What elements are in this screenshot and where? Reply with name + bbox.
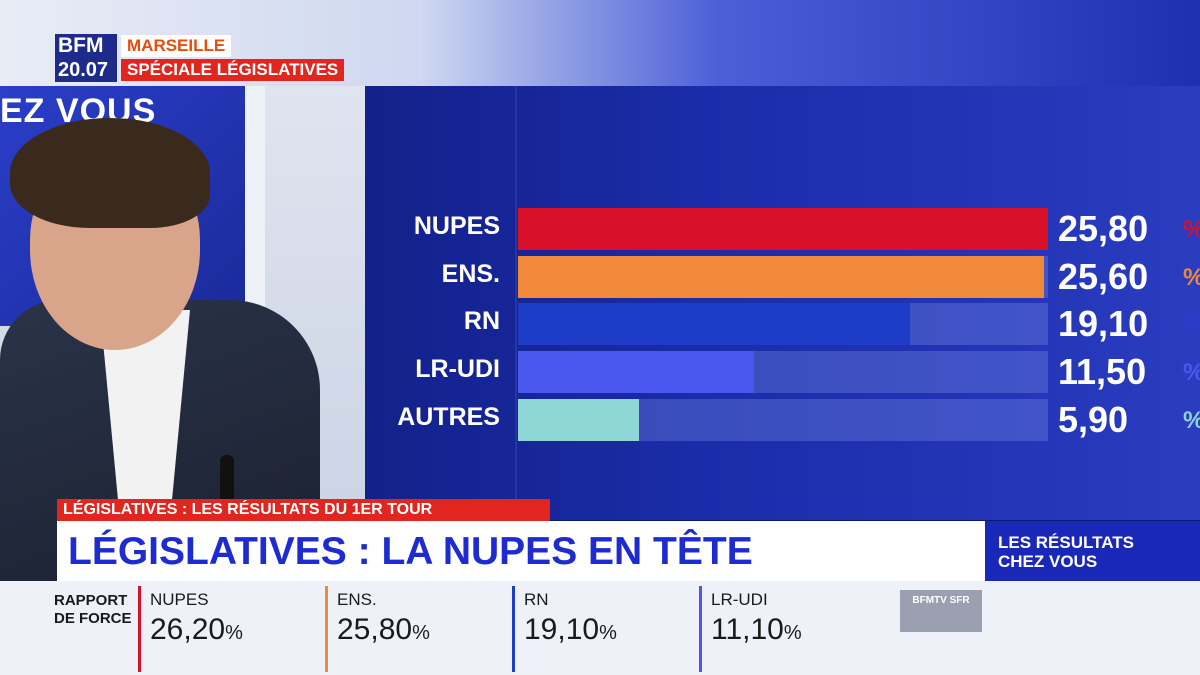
- result-bar: [518, 256, 1044, 298]
- result-row-label: AUTRES: [397, 403, 500, 431]
- result-row: AUTRES 5,90%: [365, 399, 1200, 441]
- ticker-value-number: 25,80: [337, 613, 413, 646]
- result-bar-track: [518, 208, 1048, 250]
- result-bar: [518, 208, 1048, 250]
- presenter-hair: [10, 118, 210, 228]
- bottom-ticker: [0, 581, 1200, 675]
- result-value: 25,80: [1058, 208, 1149, 249]
- side-line-1: LES RÉSULTATS: [998, 533, 1134, 552]
- ticker-percent-sign: %: [783, 622, 802, 644]
- result-row-label: ENS.: [441, 260, 500, 288]
- ticker-title-line-1: RAPPORT: [54, 592, 128, 609]
- result-bar-track: [518, 256, 1048, 298]
- result-percent-sign: %: [1183, 407, 1200, 435]
- result-percent-sign: %: [1183, 311, 1200, 339]
- ticker-value-number: 11,10: [711, 613, 784, 646]
- channel-logo-box: [55, 34, 117, 82]
- result-percent-sign: %: [1183, 264, 1200, 292]
- ticker-party: NUPES: [150, 590, 209, 609]
- ticker-value: 25,80%: [337, 613, 430, 647]
- lower-third-banner: [57, 521, 985, 581]
- ticker-title-line-2: DE FORCE: [54, 610, 132, 627]
- result-row-label: LR-UDI: [415, 355, 500, 383]
- result-bar: [518, 399, 639, 441]
- result-value: 5,90: [1058, 399, 1129, 440]
- result-value: 19,10: [1058, 303, 1149, 344]
- result-bar: [518, 351, 754, 393]
- result-bar: [518, 303, 910, 345]
- lower-third-kicker: LÉGISLATIVES : LES RÉSULTATS DU 1ER TOUR: [57, 499, 550, 521]
- ticker-party: LR-UDI: [711, 590, 768, 609]
- panel-divider: [515, 86, 517, 520]
- result-value: 11,50: [1058, 351, 1147, 392]
- lower-third-title: LÉGISLATIVES : LA NUPES EN TÊTE: [68, 530, 753, 573]
- ticker-separator: [512, 586, 515, 672]
- ticker-separator: [699, 586, 702, 672]
- result-value: 25,60: [1058, 256, 1149, 297]
- result-bar-track: [518, 303, 1048, 345]
- special-tag: SPÉCIALE LÉGISLATIVES: [121, 59, 345, 81]
- ticker-separator: [138, 586, 141, 672]
- clock: 20.07: [58, 59, 109, 81]
- ticker-percent-sign: %: [599, 622, 617, 644]
- result-bar-track: [518, 399, 1048, 441]
- result-row-label: RN: [463, 307, 500, 335]
- ticker-value-number: 26,20: [150, 613, 226, 646]
- ticker-value: 26,20%: [150, 613, 243, 647]
- lower-third-side-text: LES RÉSULTATS CHEZ VOUS: [998, 533, 1134, 571]
- ticker-separator: [325, 586, 328, 672]
- ticker-value: 19,10%: [524, 613, 617, 647]
- ticker-value-number: 19,10: [524, 613, 600, 646]
- side-line-2: CHEZ VOUS: [998, 552, 1098, 571]
- lower-third-side-box: [985, 521, 1200, 581]
- result-percent-sign: %: [1183, 359, 1200, 387]
- ticker-percent-sign: %: [225, 622, 243, 644]
- result-row: NUPES 25,80%: [365, 208, 1200, 250]
- ticker-title: RAPPORT DE FORCE: [54, 592, 132, 628]
- partner-logo: BFMTV SFR: [900, 590, 982, 632]
- ticker-value: 11,10%: [711, 613, 802, 647]
- result-row-label: NUPES: [413, 212, 500, 240]
- result-bar-track: [518, 351, 1048, 393]
- ticker-percent-sign: %: [412, 622, 430, 644]
- result-row: RN 19,10%: [365, 303, 1200, 345]
- channel-logo: BFM: [58, 34, 104, 57]
- ticker-party: RN: [524, 590, 549, 609]
- ticker-party: ENS.: [337, 590, 377, 609]
- city-tag: MARSEILLE: [121, 35, 232, 57]
- result-row: LR-UDI 11,50%: [365, 351, 1200, 393]
- result-percent-sign: %: [1183, 216, 1200, 244]
- result-row: ENS. 25,60%: [365, 256, 1200, 298]
